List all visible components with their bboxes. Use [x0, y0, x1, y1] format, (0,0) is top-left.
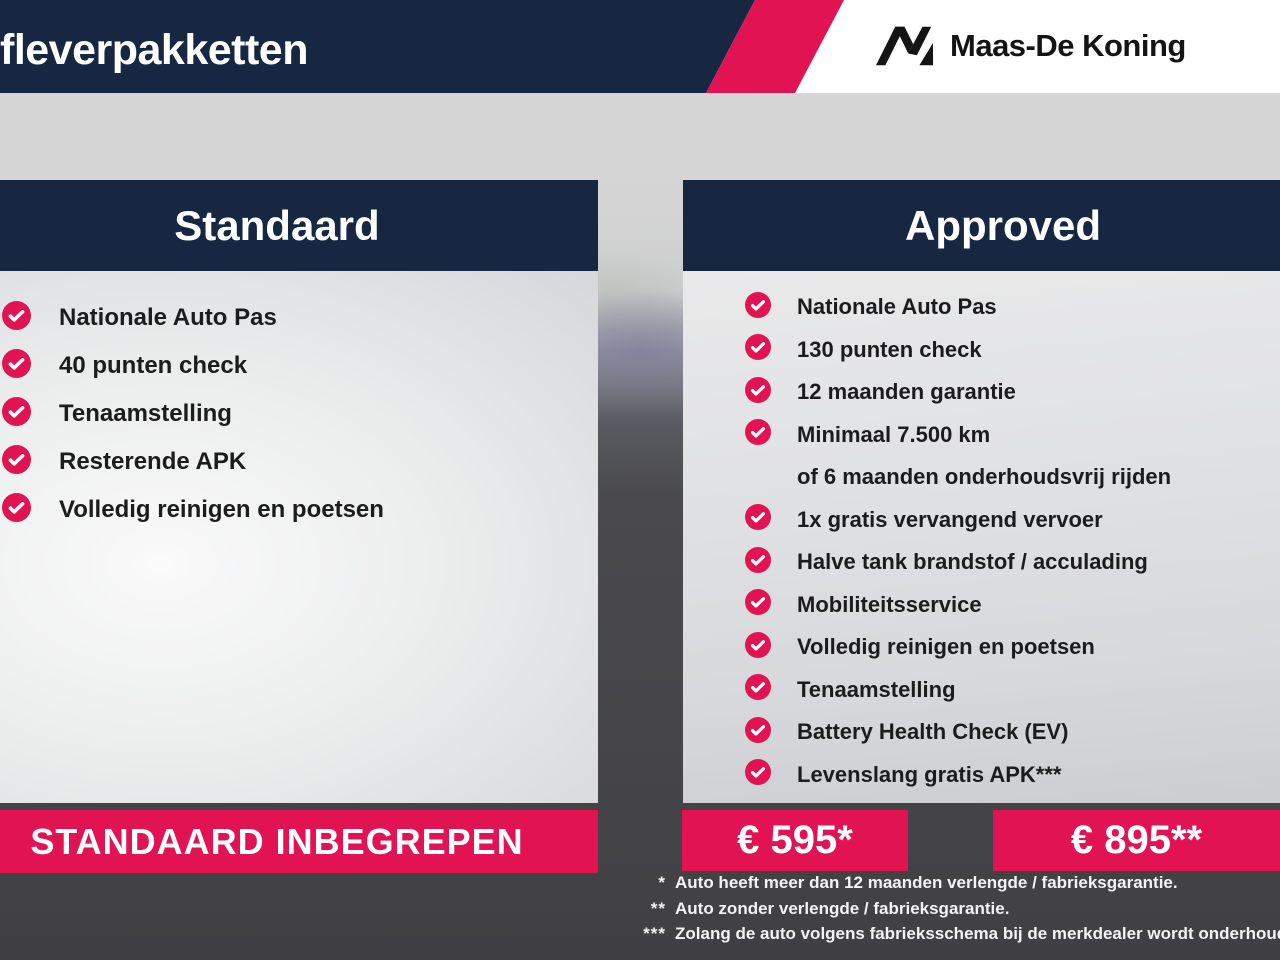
panel-standaard-title: Standaard [174, 201, 380, 249]
footnote-mark: *** [643, 924, 666, 943]
footnote-mark: ** [650, 898, 666, 918]
header-navy-shape [0, 0, 755, 93]
list-item-label: 40 punten check [59, 352, 248, 379]
page-title: fleverpakketten [0, 26, 309, 74]
list-item: Resterende APK [0, 438, 598, 486]
check-icon [745, 589, 771, 620]
check-icon [745, 419, 771, 450]
list-item: Minimaal 7.500 km [683, 414, 1280, 457]
footnote-mark: * [658, 873, 666, 892]
check-icon [2, 397, 31, 431]
list-item-label: Nationale Auto Pas [797, 294, 997, 320]
check-icon [2, 493, 31, 527]
price-label: € 895** [1070, 818, 1203, 862]
list-item-label: Resterende APK [59, 448, 247, 475]
list-item-label: Mobiliteitsservice [797, 591, 982, 617]
list-item: 130 punten check [683, 329, 1280, 372]
list-item-label: of 6 maanden onderhoudsvrij rijden [797, 464, 1172, 490]
check-icon [745, 716, 771, 748]
check-icon [745, 291, 771, 323]
check-icon [745, 334, 771, 365]
check-icon [745, 504, 771, 535]
check-icon [745, 759, 771, 790]
list-item: Nationale Auto Pas [0, 294, 598, 342]
price-badge-595: € 595* [682, 810, 908, 871]
list-item-label: Tenaamstelling [59, 400, 232, 427]
footnote-text: Auto heeft meer dan 12 maanden verlengde… [675, 873, 1178, 892]
footnote-text: Zolang de auto volgens fabrieksschema bi… [675, 924, 1280, 943]
standaard-included-banner: STANDAARD INBEGREPEN [0, 810, 598, 873]
footnote-line: *** Zolang de auto volgens fabrieksschem… [618, 924, 1280, 950]
list-item: 1x gratis vervangend vervoer [683, 499, 1280, 542]
price-label: € 595* [737, 818, 853, 862]
list-item: 12 maanden garantie [683, 371, 1280, 414]
footnote-line: ** Auto zonder verlengde / fabrieksgaran… [618, 899, 1280, 925]
list-item-label: Battery Health Check (EV) [797, 719, 1069, 745]
list-item-label: Levenslang gratis APK*** [797, 761, 1062, 787]
check-icon [745, 631, 771, 663]
header-banner: fleverpakketten Maas-De Koning [0, 0, 1280, 93]
check-icon [2, 445, 31, 479]
list-item-label: Volledig reinigen en poetsen [59, 496, 384, 523]
panel-approved: Approved Nationale Auto Pas 130 punten c… [683, 180, 1280, 803]
panel-standaard-header: Standaard [0, 180, 598, 271]
brand-lockup: Maas-De Koning [876, 20, 1186, 72]
list-item-label: 12 maanden garantie [797, 379, 1016, 405]
check-icon [745, 376, 771, 408]
panel-approved-body: Nationale Auto Pas 130 punten check 12 m… [683, 271, 1280, 803]
list-item-label: Minimaal 7.500 km [797, 421, 991, 447]
list-item: Mobiliteitsservice [683, 584, 1280, 627]
list-item-label: 1x gratis vervangend vervoer [797, 506, 1103, 532]
footnote-text: Auto zonder verlengde / fabrieksgarantie… [675, 898, 1010, 918]
list-item: Tenaamstelling [683, 669, 1280, 712]
check-icon [2, 301, 31, 335]
standaard-included-label: STANDAARD INBEGREPEN [30, 820, 524, 862]
brand-name: Maas-De Koning [950, 28, 1186, 63]
check-icon [745, 546, 771, 578]
footnote-line: * Auto heeft meer dan 12 maanden verleng… [618, 873, 1280, 899]
list-item: Battery Health Check (EV) [683, 711, 1280, 754]
list-item-label: 130 punten check [797, 336, 982, 362]
list-item-label: Tenaamstelling [797, 676, 956, 702]
list-item: Nationale Auto Pas [683, 286, 1280, 329]
list-item: Halve tank brandstof / acculading [683, 541, 1280, 584]
check-spacer [745, 464, 771, 490]
list-item-label: Volledig reinigen en poetsen [797, 634, 1095, 660]
list-item: Volledig reinigen en poetsen [0, 486, 598, 534]
list-item: Tenaamstelling [0, 390, 598, 438]
panel-standaard-body: Nationale Auto Pas 40 punten check Tenaa… [0, 271, 598, 803]
list-item: Levenslang gratis APK*** [683, 754, 1280, 797]
check-icon [745, 674, 771, 705]
footnotes: * Auto heeft meer dan 12 maanden verleng… [618, 873, 1280, 950]
list-item-continuation: of 6 maanden onderhoudsvrij rijden [683, 456, 1280, 499]
list-item-label: Halve tank brandstof / acculading [797, 549, 1148, 575]
panel-approved-header: Approved [683, 180, 1280, 271]
panel-standaard: Standaard Nationale Auto Pas 40 punten c… [0, 180, 598, 803]
list-item: Volledig reinigen en poetsen [683, 626, 1280, 669]
price-badge-895: € 895** [993, 810, 1280, 871]
list-item: 40 punten check [0, 342, 598, 390]
panel-approved-title: Approved [904, 201, 1101, 249]
mk-monogram-icon [876, 25, 938, 67]
check-icon [2, 349, 31, 383]
list-item-label: Nationale Auto Pas [59, 304, 277, 331]
